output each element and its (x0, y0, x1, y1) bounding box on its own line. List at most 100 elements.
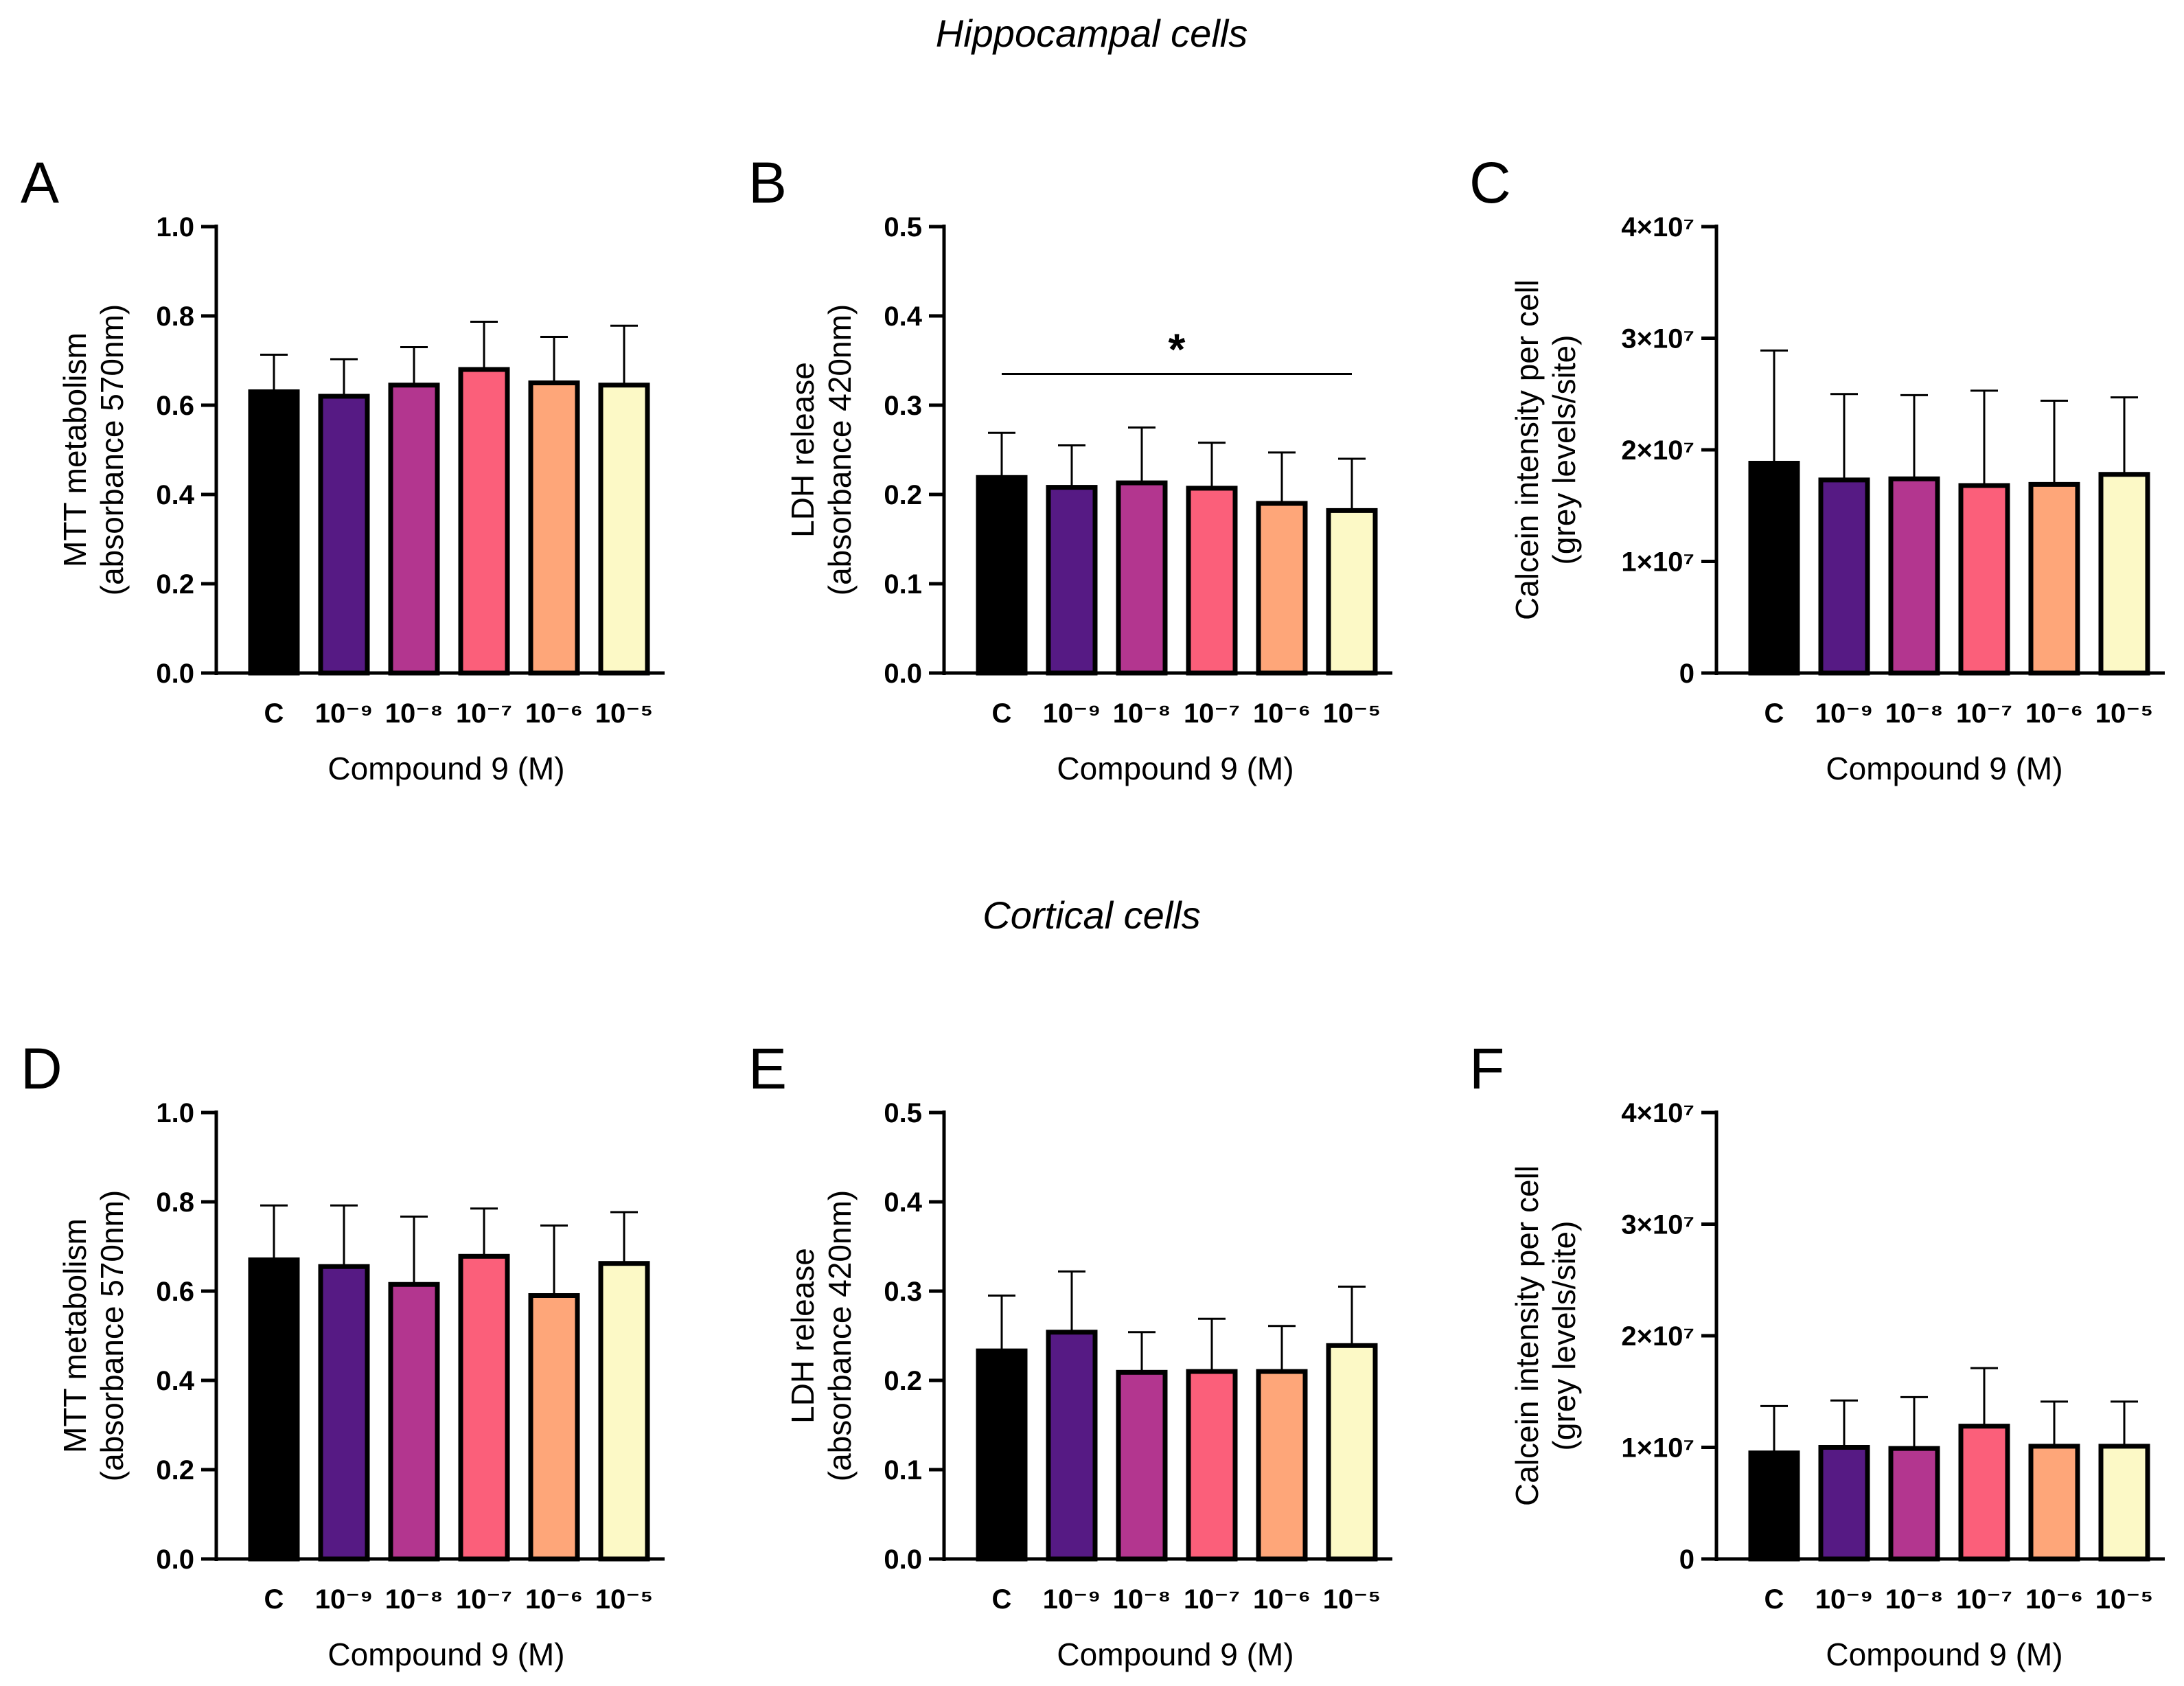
y-tick-label: 2×10⁷ (1621, 1321, 1694, 1352)
chart-panel-F: F 0 1×10⁷ 2×10⁷ 3×10⁷ 4×10⁷ C 10⁻⁹ 10⁻⁸ 10⁻⁷ 10⁻⁶ 1… (1469, 1036, 2165, 1672)
chart-panel-A: A 0.0 0.2 0.4 0.6 0.8 1.0 C 10⁻⁹ 10⁻⁸ 10⁻⁷ 10⁻⁶ 10⁻⁵… (21, 150, 665, 786)
category-label: 10⁻⁷ (456, 1584, 512, 1615)
y-tick-label: 0.1 (884, 1455, 922, 1485)
chart-panel-D: D 0.0 0.2 0.4 0.6 0.8 1.0 C 10⁻⁹ 10⁻⁸ 10⁻⁷ 10⁻⁶ 10⁻⁵… (21, 1036, 665, 1672)
category-label: 10⁻⁹ (1815, 698, 1874, 729)
category-label: 10⁻⁵ (2095, 698, 2153, 729)
panel-letter: C (1469, 150, 1511, 215)
category-label: C (264, 698, 284, 729)
category-label: 10⁻⁸ (1113, 1584, 1171, 1615)
bar (1046, 485, 1098, 676)
bar (388, 383, 440, 676)
bar (1888, 1446, 1940, 1562)
y-tick-label: 2×10⁷ (1621, 435, 1694, 466)
x-axis-title: Compound 9 (M) (1057, 1637, 1294, 1672)
bar (1748, 1450, 1800, 1562)
section-title-hippocampal: Hippocampal cells (936, 12, 1248, 55)
bar (1326, 508, 1378, 676)
chart-panel-C: C 0 1×10⁷ 2×10⁷ 3×10⁷ 4×10⁷ C 10⁻⁹ 10⁻⁸ 10⁻⁷ 10⁻⁶ 1… (1469, 150, 2165, 786)
y-tick-label: 3×10⁷ (1621, 1210, 1694, 1240)
x-axis-title: Compound 9 (M) (327, 1637, 564, 1672)
y-tick-label: 0.3 (884, 1277, 922, 1307)
category-label: 10⁻⁹ (1043, 698, 1101, 729)
category-label: C (264, 1584, 284, 1615)
bar (1958, 483, 2010, 676)
y-axis-title: Calcein intensity per cell(grey levels/s… (1509, 1165, 1582, 1506)
bar (1256, 1369, 1308, 1562)
y-tick-label: 0.8 (156, 301, 194, 332)
bar (528, 380, 580, 676)
category-label: 10⁻⁷ (1956, 698, 2012, 729)
chart-panel-B: B 0.0 0.1 0.2 0.3 0.4 0.5 C 10⁻⁹ 10⁻⁸ 10⁻⁷ 10⁻⁶ 10⁻⁵… (748, 150, 1392, 786)
y-tick-label: 0.4 (156, 1366, 194, 1396)
category-label: 10⁻⁷ (1184, 698, 1240, 729)
y-tick-label: 1×10⁷ (1621, 1433, 1694, 1463)
y-tick-label: 0.5 (884, 212, 922, 242)
x-axis-title: Compound 9 (M) (327, 751, 564, 786)
bar (318, 394, 370, 676)
category-label: 10⁻⁷ (456, 698, 512, 729)
y-tick-label: 0 (1679, 659, 1694, 689)
y-tick-label: 0.2 (884, 480, 922, 510)
section-title-cortical: Cortical cells (982, 893, 1200, 937)
panel-letter: E (748, 1036, 787, 1101)
y-tick-label: 0.0 (884, 1545, 922, 1575)
panels: A 0.0 0.2 0.4 0.6 0.8 1.0 C 10⁻⁹ 10⁻⁸ 10⁻⁷ 10⁻⁶ 10⁻⁵… (21, 150, 2165, 1672)
y-tick-label: 0.2 (156, 569, 194, 600)
bar (2098, 1444, 2150, 1562)
x-axis-title: Compound 9 (M) (1826, 751, 2062, 786)
category-label: 10⁻⁵ (1323, 698, 1381, 729)
y-axis-title: MTT metabolism(absorbance 570nm) (57, 304, 130, 595)
y-tick-label: 3×10⁷ (1621, 324, 1694, 354)
category-label: 10⁻⁸ (385, 698, 444, 729)
category-label: 10⁻⁸ (1885, 698, 1944, 729)
bar (1116, 1369, 1168, 1562)
y-axis-title-line: (grey levels/site) (1546, 335, 1582, 565)
category-label: C (1765, 1584, 1784, 1615)
category-label: 10⁻⁹ (1043, 1584, 1101, 1615)
bar (2098, 472, 2150, 676)
bar (1958, 1424, 2010, 1562)
y-axis-title-line: (absorbance 420nm) (822, 1190, 858, 1481)
y-axis-title-line: (absorbance 420nm) (822, 304, 858, 595)
bar (248, 389, 300, 676)
y-tick-label: 0.6 (156, 1277, 194, 1307)
y-tick-label: 0.0 (156, 659, 194, 689)
y-tick-label: 0.2 (156, 1455, 194, 1485)
y-axis-title-line: LDH release (785, 1248, 820, 1424)
bar (1748, 461, 1800, 676)
y-axis-title-line: (absorbance 570nm) (94, 304, 130, 595)
category-label: 10⁻⁹ (315, 698, 373, 729)
category-label: 10⁻⁷ (1184, 1584, 1240, 1615)
bar (1818, 1445, 1870, 1562)
category-label: C (992, 698, 1012, 729)
y-tick-label: 1.0 (156, 212, 194, 242)
category-label: 10⁻⁵ (595, 1584, 653, 1615)
category-label: 10⁻⁶ (525, 1584, 583, 1615)
bar (1326, 1343, 1378, 1562)
y-tick-label: 1×10⁷ (1621, 547, 1694, 578)
bar (1186, 1369, 1238, 1562)
category-label: 10⁻⁵ (595, 698, 653, 729)
y-tick-label: 0.4 (884, 1187, 922, 1218)
y-axis-title-line: Calcein intensity per cell (1509, 1165, 1545, 1506)
category-label: 10⁻⁸ (1885, 1584, 1944, 1615)
panel-letter: D (21, 1036, 62, 1101)
bar (458, 367, 510, 676)
y-tick-label: 0 (1679, 1545, 1694, 1575)
y-axis-title-line: LDH release (785, 362, 820, 538)
y-axis-title-line: (absorbance 570nm) (94, 1190, 130, 1481)
y-tick-label: 0.6 (156, 391, 194, 421)
y-tick-label: 1.0 (156, 1098, 194, 1128)
y-axis-title-line: Calcein intensity per cell (1509, 280, 1545, 620)
y-tick-label: 0.3 (884, 391, 922, 421)
y-tick-label: 0.0 (884, 659, 922, 689)
category-label: C (1765, 698, 1784, 729)
bar (528, 1293, 580, 1562)
bar (598, 1261, 650, 1562)
category-label: 10⁻⁹ (315, 1584, 373, 1615)
y-tick-label: 0.5 (884, 1098, 922, 1128)
y-axis-title: Calcein intensity per cell(grey levels/s… (1509, 280, 1582, 620)
x-axis-title: Compound 9 (M) (1826, 1637, 2062, 1672)
